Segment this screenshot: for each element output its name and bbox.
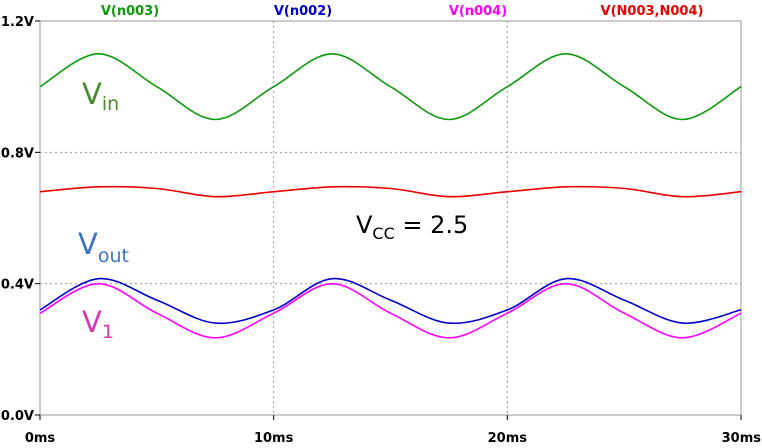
x-tick-label: 0ms bbox=[25, 431, 56, 446]
annotation-vout: Vout bbox=[78, 227, 129, 267]
legend-entry-2: V(n004) bbox=[449, 4, 507, 19]
y-tick-label: 1.2V bbox=[1, 15, 34, 30]
y-tick-label: 0.8V bbox=[1, 146, 34, 161]
legend: V(n003) V(n002) V(n004) V(N003,N004) bbox=[101, 4, 704, 19]
series-line-0 bbox=[39, 52, 742, 121]
y-tick-label: 0.0V bbox=[1, 409, 34, 424]
plot-frame bbox=[39, 20, 742, 416]
x-axis: 0ms 10ms 20ms 30ms bbox=[25, 415, 761, 446]
legend-entry-3: V(N003,N004) bbox=[601, 4, 704, 19]
x-tick-label: 20ms bbox=[488, 431, 528, 446]
legend-entry-1: V(n002) bbox=[274, 4, 332, 19]
x-tick-label: 30ms bbox=[722, 431, 762, 446]
legend-entry-0: V(n003) bbox=[101, 4, 159, 19]
series-group bbox=[39, 52, 742, 339]
annotation-v1: V1 bbox=[82, 305, 114, 343]
series-line-2 bbox=[39, 282, 742, 339]
series-line-1 bbox=[39, 277, 742, 325]
series-line-3 bbox=[39, 185, 742, 198]
annotation-vin: Vin bbox=[82, 77, 119, 115]
y-tick-label: 0.4V bbox=[1, 278, 34, 293]
grid-lines bbox=[40, 21, 741, 415]
x-tick-label: 10ms bbox=[254, 431, 294, 446]
annotation-vcc: VCC = 2.5 bbox=[356, 211, 468, 243]
y-axis: 0.0V 0.4V 0.8V 1.2V bbox=[1, 15, 40, 424]
